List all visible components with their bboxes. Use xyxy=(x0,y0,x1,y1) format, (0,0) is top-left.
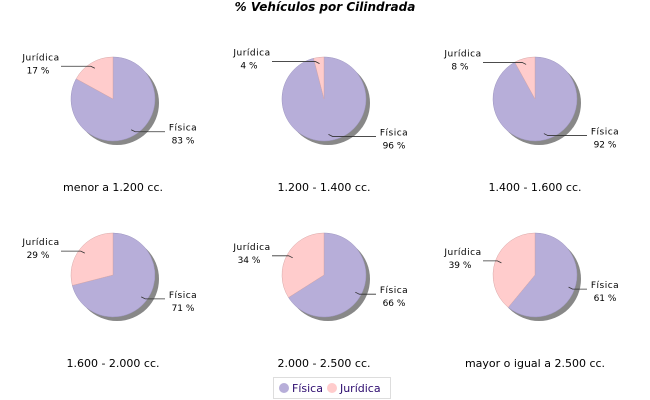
leader-line-fisica xyxy=(355,291,376,295)
pie-category-label: menor a 1.200 cc. xyxy=(63,181,163,194)
leader-line-fisica xyxy=(568,286,587,290)
pie-slice-fisica xyxy=(288,232,367,318)
slice-name-fisica: Física xyxy=(380,128,408,138)
pie-slice-juridica xyxy=(313,56,325,100)
legend-item-fisica: Física xyxy=(279,382,323,395)
pie-category-label: 1.400 - 1.600 cc. xyxy=(488,181,581,194)
slice-value-juridica: 39 % xyxy=(449,261,472,271)
slice-value-fisica: 61 % xyxy=(594,294,617,304)
pie-slice-juridica xyxy=(75,56,114,100)
slice-value-fisica: 83 % xyxy=(172,137,195,147)
legend-item-juridica: Jurídica xyxy=(326,381,381,395)
slice-value-fisica: 66 % xyxy=(383,299,406,309)
legend-swatch-juridica xyxy=(326,383,337,393)
slice-value-juridica: 29 % xyxy=(27,251,50,261)
leader-line-juridica xyxy=(272,61,320,64)
slice-value-fisica: 71 % xyxy=(172,304,195,314)
leader-line-juridica xyxy=(483,260,502,264)
leader-line-juridica xyxy=(61,65,96,69)
pie-slice-juridica xyxy=(70,232,114,286)
pie-category-label: 1.600 - 2.000 cc. xyxy=(66,357,159,370)
slice-name-fisica: Física xyxy=(591,128,619,138)
pie-slice-juridica xyxy=(281,232,325,298)
leader-line-fisica xyxy=(543,133,587,136)
slice-value-juridica: 4 % xyxy=(240,62,258,72)
slice-name-juridica: Jurídica xyxy=(21,238,59,248)
slice-name-fisica: Física xyxy=(169,124,197,134)
legend-label-juridica: Jurídica xyxy=(339,381,381,395)
slice-value-fisica: 96 % xyxy=(383,141,406,151)
chart-title: % Vehículos por Cilindrada xyxy=(234,0,416,14)
leader-line-fisica xyxy=(328,134,376,137)
slice-name-juridica: Jurídica xyxy=(232,49,270,59)
slice-name-fisica: Física xyxy=(380,286,408,296)
legend-swatch-fisica xyxy=(279,383,289,393)
pie-category-label: mayor o igual a 2.500 cc. xyxy=(465,357,605,370)
slice-value-juridica: 8 % xyxy=(451,62,469,72)
pie-category-label: 2.000 - 2.500 cc. xyxy=(277,357,370,370)
leader-line-juridica xyxy=(483,62,527,65)
slice-value-juridica: 17 % xyxy=(27,66,50,76)
slice-name-fisica: Física xyxy=(591,281,619,291)
legend-label-fisica: Física xyxy=(292,381,323,395)
slice-name-juridica: Jurídica xyxy=(443,248,481,258)
slice-name-fisica: Física xyxy=(169,291,197,301)
slice-name-juridica: Jurídica xyxy=(443,49,481,59)
leader-line-juridica xyxy=(272,255,293,259)
slice-name-juridica: Jurídica xyxy=(21,53,59,63)
leader-line-fisica xyxy=(141,296,165,300)
pie-slice-fisica xyxy=(70,56,156,142)
slice-value-juridica: 34 % xyxy=(238,256,261,266)
leader-line-fisica xyxy=(130,129,165,133)
pie-slice-fisica xyxy=(72,232,156,318)
legend: Física Jurídica xyxy=(273,377,391,399)
leader-line-juridica xyxy=(61,250,85,254)
slice-value-fisica: 92 % xyxy=(594,141,617,151)
slice-name-juridica: Jurídica xyxy=(232,243,270,253)
pie-category-label: 1.200 - 1.400 cc. xyxy=(277,181,370,194)
